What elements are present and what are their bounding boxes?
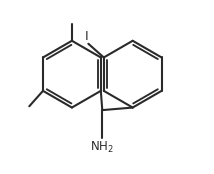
- Text: I: I: [85, 30, 88, 43]
- Text: NH$_2$: NH$_2$: [90, 140, 114, 155]
